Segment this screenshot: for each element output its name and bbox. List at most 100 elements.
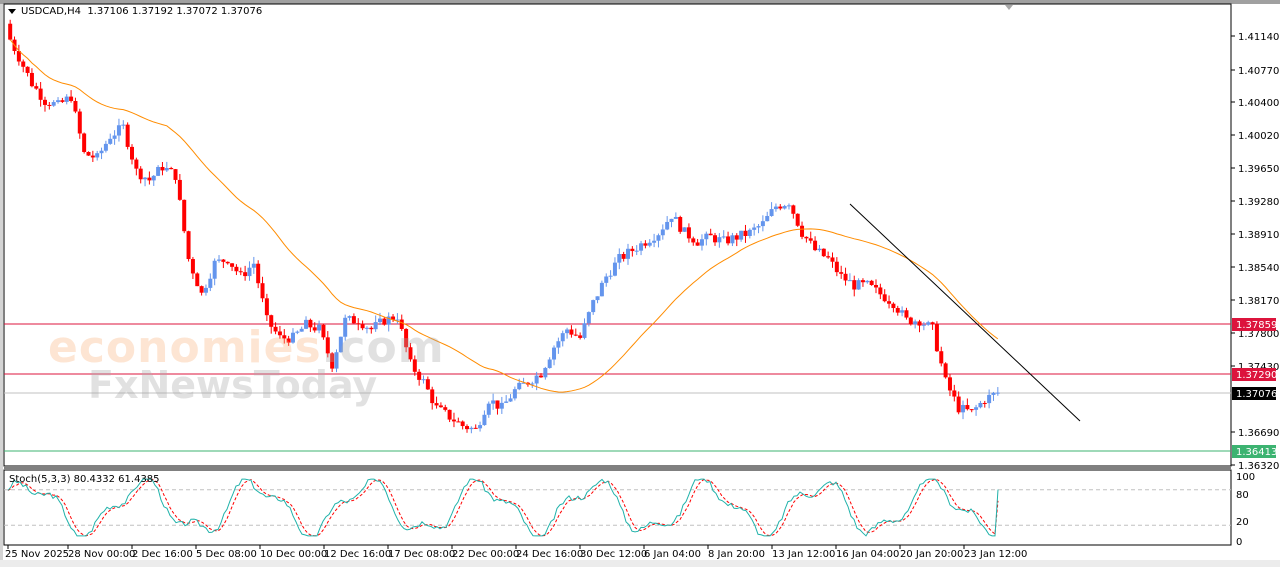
downtrend-line[interactable] [849,203,1081,422]
candle-body[interactable] [552,347,557,360]
candle-body[interactable] [821,248,826,257]
candle-body[interactable] [686,227,691,239]
candle-body[interactable] [330,353,335,369]
candle-body[interactable] [195,273,200,287]
candle-body[interactable] [325,337,330,354]
candle-body[interactable] [382,318,387,325]
candle-body[interactable] [982,402,987,404]
candle-body[interactable] [430,389,435,404]
candle-body[interactable] [347,316,352,318]
candle-body[interactable] [860,280,865,283]
candle-body[interactable] [908,317,913,325]
candle-body[interactable] [460,421,465,427]
candle-body[interactable] [151,175,156,181]
candle-body[interactable] [182,199,187,232]
candle-body[interactable] [739,230,744,240]
candle-body[interactable] [134,159,139,169]
candle-body[interactable] [591,300,596,313]
candle-body[interactable] [212,260,217,279]
candle-body[interactable] [612,262,617,276]
candle-body[interactable] [277,331,282,336]
candle-body[interactable] [251,263,256,268]
candle-body[interactable] [760,221,765,227]
candle-body[interactable] [943,363,948,378]
candle-body[interactable] [521,382,526,384]
candle-body[interactable] [373,322,378,330]
candle-body[interactable] [247,267,252,277]
candle-body[interactable] [47,104,52,106]
candle-body[interactable] [334,352,339,369]
candle-body[interactable] [425,379,430,390]
candle-body[interactable] [82,133,87,152]
candle-body[interactable] [604,276,609,283]
candle-body[interactable] [834,261,839,273]
candle-body[interactable] [395,319,400,321]
candle-body[interactable] [308,319,313,328]
candle-body[interactable] [164,167,169,171]
candle-body[interactable] [130,146,134,160]
candle-body[interactable] [582,323,587,338]
candle-body[interactable] [408,347,413,360]
candle-body[interactable] [660,229,665,236]
candle-body[interactable] [156,166,161,176]
candle-body[interactable] [961,405,966,413]
candle-body[interactable] [304,319,309,329]
candle-body[interactable] [795,213,800,226]
candle-body[interactable] [734,235,739,240]
candle-body[interactable] [669,218,674,222]
candle-body[interactable] [42,99,47,105]
candle-body[interactable] [830,257,835,262]
candle-body[interactable] [717,237,722,243]
candle-body[interactable] [77,111,82,134]
candle-body[interactable] [921,324,926,326]
candle-body[interactable] [786,205,791,207]
candle-body[interactable] [756,226,761,228]
candle-body[interactable] [99,150,104,154]
candle-body[interactable] [238,271,243,273]
candle-body[interactable] [412,359,417,372]
candle-body[interactable] [38,88,43,100]
candle-body[interactable] [626,248,630,259]
candle-body[interactable] [443,407,448,410]
candle-body[interactable] [926,322,931,325]
candle-body[interactable] [939,351,944,364]
candle-body[interactable] [995,392,1000,394]
candle-body[interactable] [826,256,831,258]
candle-body[interactable] [578,335,583,338]
candle-body[interactable] [421,379,426,381]
candle-body[interactable] [269,315,274,327]
candle-body[interactable] [199,286,204,293]
candle-body[interactable] [530,383,535,385]
candle-body[interactable] [699,239,704,246]
candle-body[interactable] [517,382,522,390]
candle-body[interactable] [108,138,113,144]
candle-body[interactable] [486,403,491,415]
candle-body[interactable] [299,328,304,332]
candle-body[interactable] [369,327,374,330]
candle-body[interactable] [913,321,918,325]
candle-body[interactable] [565,329,570,334]
candle-body[interactable] [208,278,213,288]
candle-body[interactable] [956,396,961,413]
candle-body[interactable] [852,280,857,290]
candle-body[interactable] [173,169,178,180]
candle-body[interactable] [617,254,622,263]
candle-body[interactable] [234,266,239,272]
candle-body[interactable] [321,324,326,338]
candle-body[interactable] [691,238,696,243]
candle-body[interactable] [865,280,870,283]
candle-body[interactable] [60,100,65,102]
candle-body[interactable] [221,259,226,262]
candle-body[interactable] [478,425,483,429]
candle-body[interactable] [16,50,21,62]
candle-body[interactable] [51,102,56,106]
candle-body[interactable] [125,124,130,147]
candle-body[interactable] [73,100,78,112]
candle-body[interactable] [839,272,844,274]
candle-body[interactable] [800,225,805,237]
candle-body[interactable] [290,332,295,343]
candle-body[interactable] [947,377,952,391]
candle-body[interactable] [695,242,700,246]
candle-body[interactable] [874,285,878,288]
candle-body[interactable] [147,177,152,181]
